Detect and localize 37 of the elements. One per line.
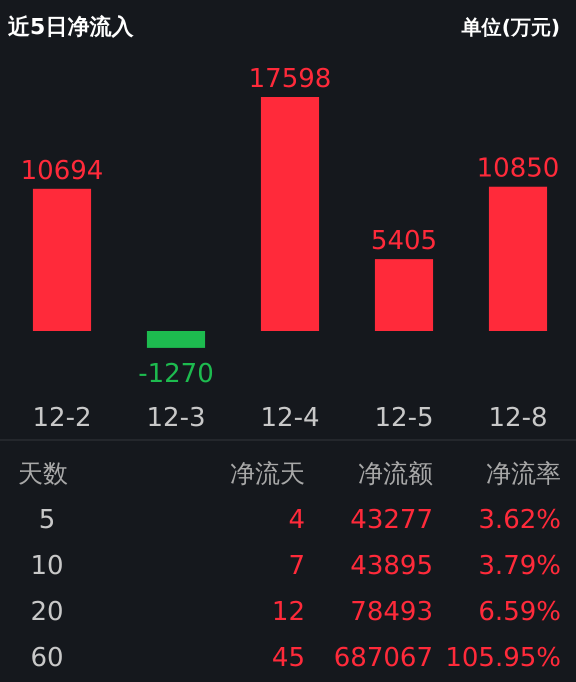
bar [488, 186, 548, 331]
x-tick-label: 12-2 [32, 403, 92, 433]
data-label: 4 [288, 505, 305, 535]
chart-subtitle: 单位(万元) [460, 15, 560, 39]
bar [146, 331, 206, 348]
data-label: 6.59% [478, 597, 561, 627]
text: 净流额 [358, 459, 433, 488]
data-label: -1270 [138, 358, 214, 389]
category-label: 20 [30, 597, 64, 627]
data-label: 10694 [20, 156, 104, 186]
category-label: 5 [38, 505, 56, 535]
data-label: 17598 [248, 64, 332, 94]
data-label: 10850 [476, 154, 560, 184]
x-tick-label: 12-5 [374, 403, 434, 433]
data-label: 78493 [350, 597, 433, 627]
text: 净流天 [230, 459, 305, 488]
bar [374, 259, 434, 331]
data-label: 105.95% [445, 643, 561, 673]
text: 天数 [18, 459, 68, 488]
bar [260, 97, 320, 331]
data-label: 12 [272, 597, 305, 627]
x-tick-label: 12-3 [146, 403, 206, 433]
data-label: 3.62% [478, 505, 561, 535]
data-label: 43277 [350, 505, 433, 535]
data-label: 7 [288, 551, 305, 581]
chart-title: 近5日净流入 [7, 14, 134, 40]
x-tick-label: 12-8 [488, 403, 548, 433]
x-tick-label: 12-4 [260, 403, 320, 433]
data-label: 3.79% [478, 551, 561, 581]
category-label: 60 [30, 643, 64, 673]
data-label: 43895 [350, 551, 433, 581]
data-label: 5405 [370, 226, 438, 256]
text: 净流率 [486, 459, 561, 488]
data-label: 45 [272, 643, 305, 673]
bar [32, 188, 92, 331]
data-label: 687067 [334, 643, 433, 673]
category-label: 10 [30, 551, 64, 581]
